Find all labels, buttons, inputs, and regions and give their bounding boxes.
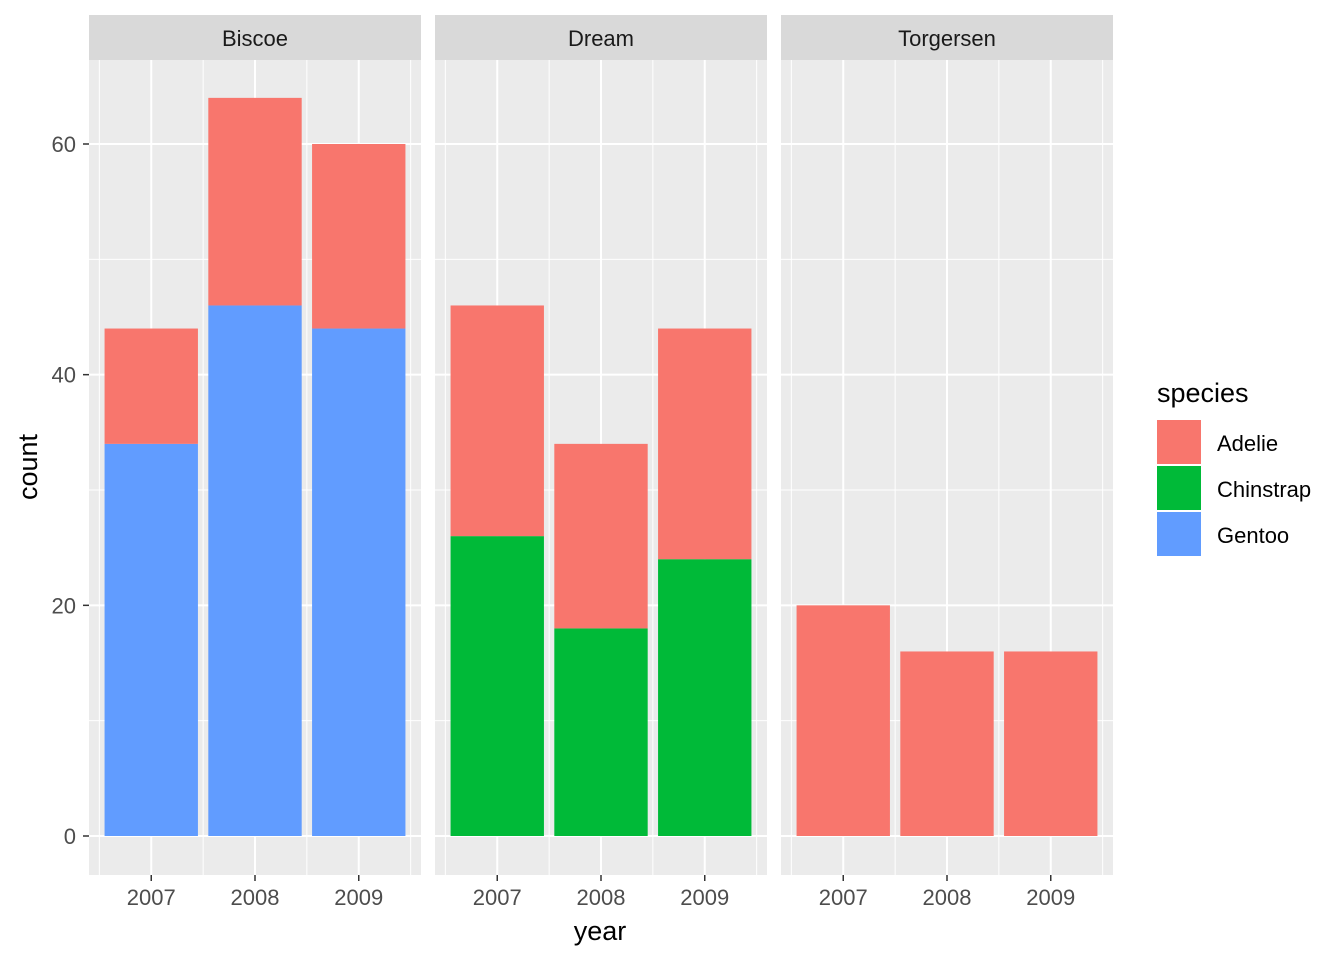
y-tick-label: 40 (52, 363, 76, 388)
bar-dream-2008-chinstrap (554, 628, 648, 836)
legend-key-gentoo (1157, 512, 1201, 556)
x-tick-label: 2008 (231, 885, 280, 910)
x-tick-label: 2007 (819, 885, 868, 910)
x-tick-label: 2007 (127, 885, 176, 910)
facet-strip-label: Dream (568, 26, 634, 51)
bar-dream-2009-adelie (658, 328, 752, 560)
x-tick-label: 2008 (923, 885, 972, 910)
bar-biscoe-2009-adelie (312, 144, 406, 329)
y-tick-label: 20 (52, 593, 76, 618)
legend-title: species (1157, 378, 1249, 408)
legend-label-adelie: Adelie (1217, 431, 1278, 456)
bar-dream-2007-chinstrap (450, 536, 544, 836)
y-axis-title: count (13, 433, 43, 500)
bar-dream-2007-adelie (450, 305, 544, 537)
facet-strip (435, 15, 767, 60)
bar-dream-2009-chinstrap (658, 559, 752, 836)
bar-dream-2008-adelie (554, 443, 648, 629)
bar-biscoe-2007-adelie (104, 328, 198, 444)
bar-torgersen-2009-adelie (1004, 651, 1098, 836)
legend: species Adelie Chinstrap Gentoo (1157, 378, 1311, 556)
x-tick-label: 2009 (680, 885, 729, 910)
facet-strip (781, 15, 1113, 60)
x-tick-label: 2008 (577, 885, 626, 910)
bar-biscoe-2009-gentoo (312, 328, 406, 836)
facet-strip-label: Torgersen (898, 26, 996, 51)
panel-biscoe: Biscoe 2007 2008 2009 (89, 15, 421, 910)
y-tick-label: 0 (64, 824, 76, 849)
x-tick-label: 2009 (1026, 885, 1075, 910)
facet-strip-label: Biscoe (222, 26, 288, 51)
x-tick-label: 2009 (334, 885, 383, 910)
panel-torgersen: Torgersen 2007 2008 2009 (781, 15, 1113, 910)
x-axis-title: year (574, 916, 627, 946)
legend-label-gentoo: Gentoo (1217, 523, 1289, 548)
bar-biscoe-2008-gentoo (208, 305, 302, 836)
panel-dream: Dream 2007 2008 2009 (435, 15, 767, 910)
y-axis: 0 20 40 60 (52, 132, 89, 849)
facet-strip (89, 15, 421, 60)
legend-key-chinstrap (1157, 466, 1201, 510)
y-tick-label: 60 (52, 132, 76, 157)
bar-biscoe-2008-adelie (208, 97, 302, 306)
bar-biscoe-2007-gentoo (104, 443, 198, 836)
legend-key-adelie (1157, 420, 1201, 464)
bar-torgersen-2008-adelie (900, 651, 994, 836)
x-tick-label: 2007 (473, 885, 522, 910)
bar-torgersen-2007-adelie (796, 605, 890, 836)
legend-label-chinstrap: Chinstrap (1217, 477, 1311, 502)
